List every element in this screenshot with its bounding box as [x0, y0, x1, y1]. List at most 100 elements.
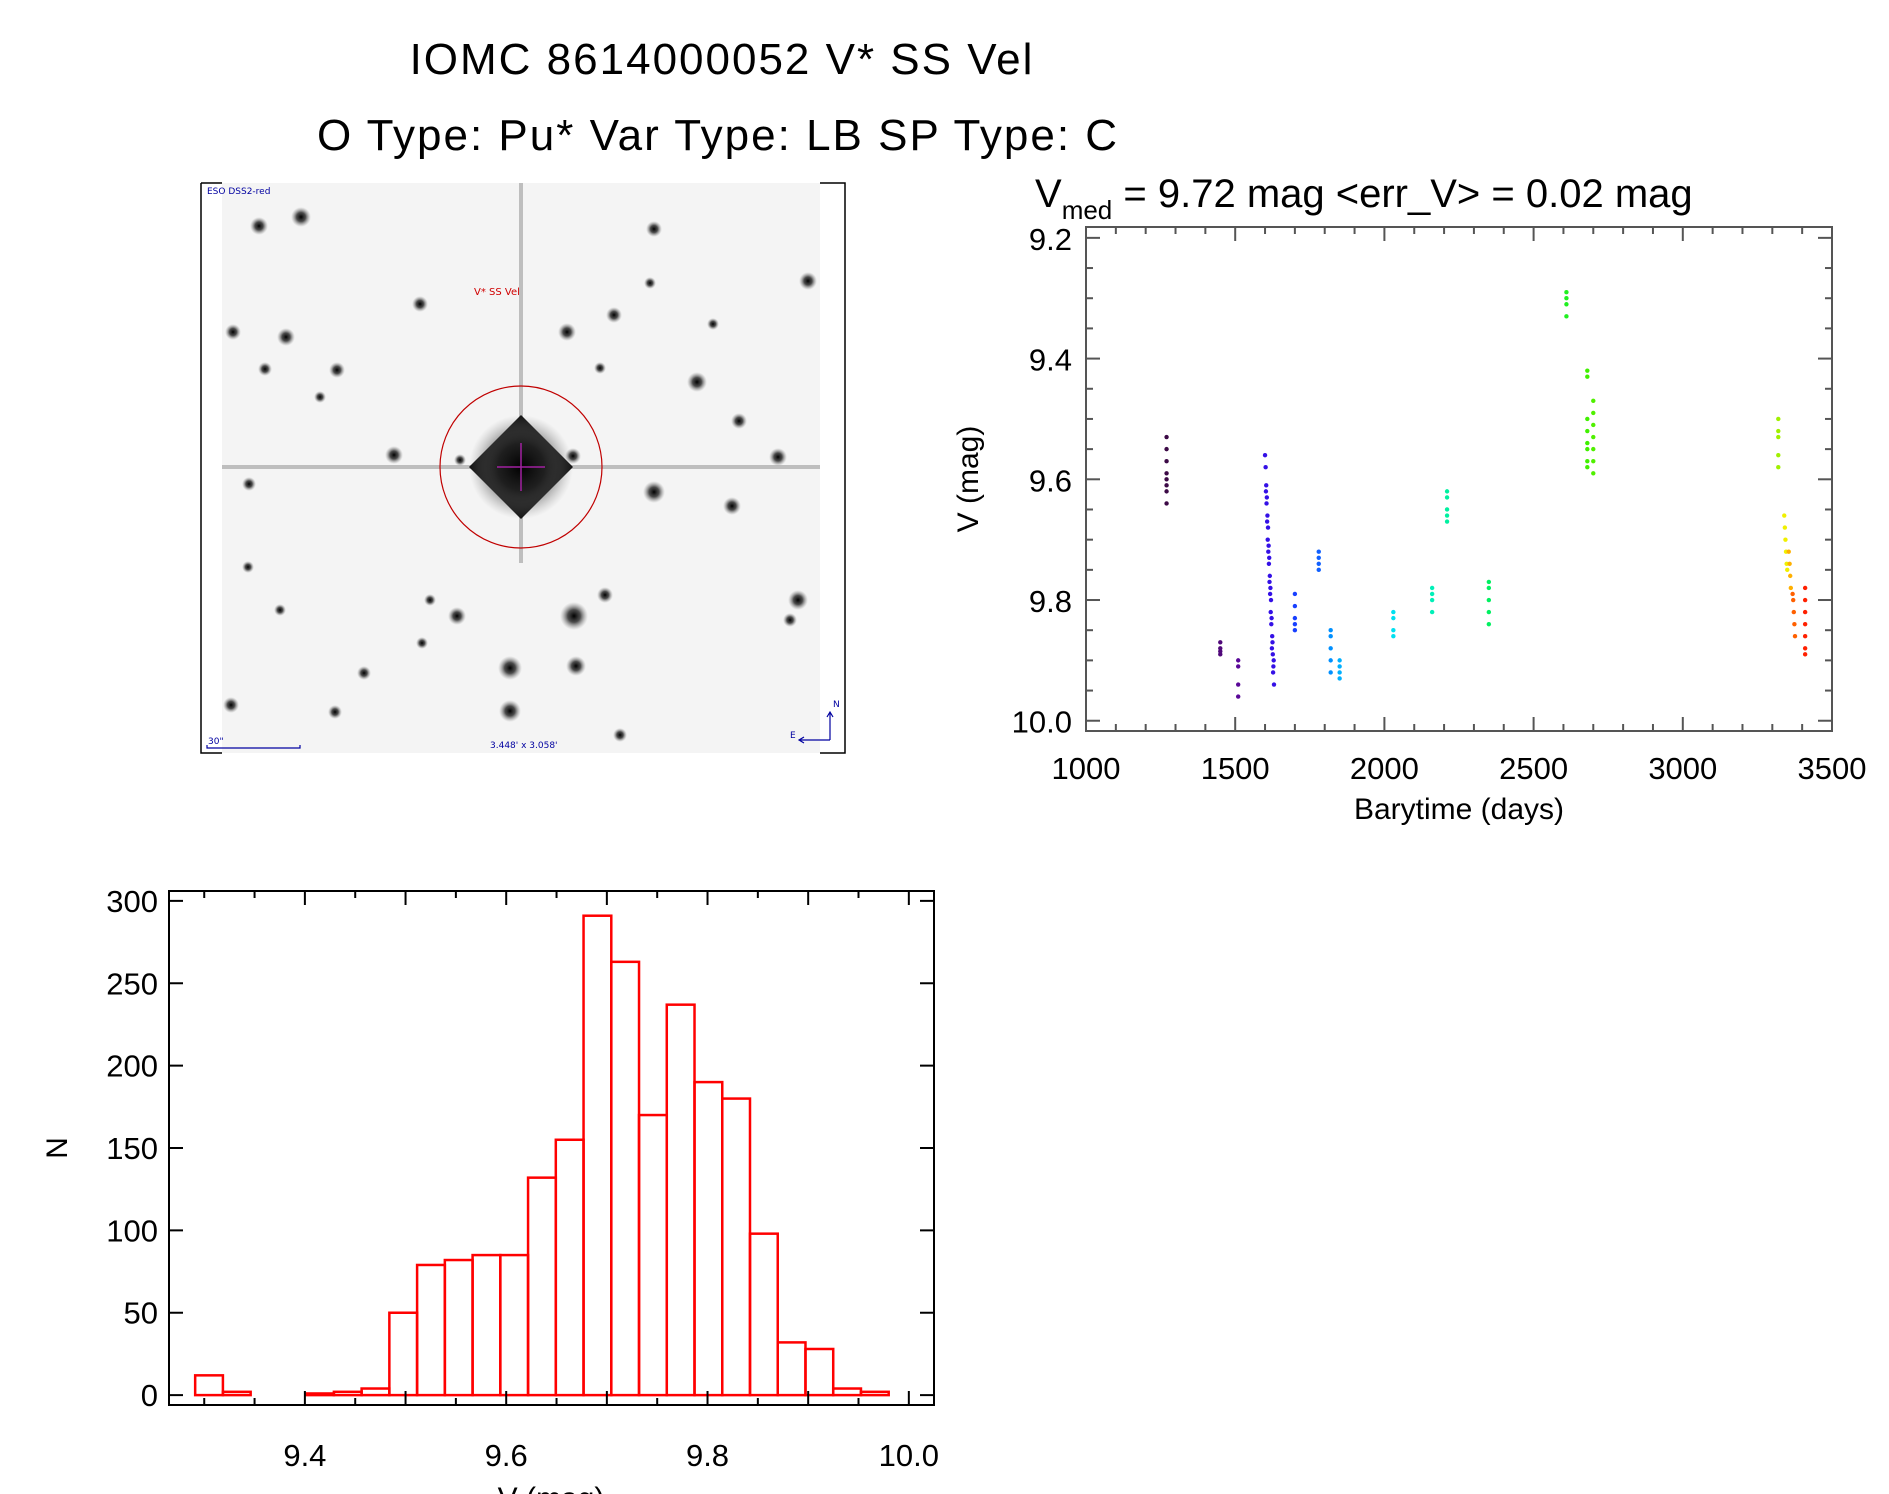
x-tick-label: 10.0 [879, 1438, 939, 1473]
star [416, 637, 428, 649]
data-point [1263, 465, 1268, 470]
histogram-bar [637, 1113, 669, 1397]
data-point [1786, 549, 1791, 554]
data-point [1486, 579, 1492, 585]
histogram-bars [193, 914, 890, 1397]
title-v: V [1035, 172, 1062, 216]
data-point [1585, 416, 1590, 422]
data-point [1218, 649, 1223, 654]
finder-frame [200, 182, 846, 754]
data-point [1585, 458, 1590, 464]
data-point [1337, 658, 1342, 663]
data-point [1337, 664, 1342, 669]
y-tick-label: 250 [106, 966, 158, 1001]
y-tick-label: 9.8 [1029, 584, 1072, 619]
data-point [1564, 289, 1569, 295]
data-point [1316, 567, 1321, 573]
histogram-bar [859, 1390, 890, 1397]
histogram-bar [831, 1387, 863, 1397]
data-point [1164, 458, 1169, 464]
data-point [1429, 591, 1435, 597]
data-point [1391, 609, 1396, 615]
data-point [1235, 694, 1241, 699]
data-point [1585, 428, 1590, 434]
histogram-ylabel: N [41, 1137, 74, 1159]
data-point [1791, 609, 1797, 615]
star [250, 217, 268, 235]
x-tick-label: 9.4 [283, 1438, 326, 1473]
data-point [1792, 621, 1797, 627]
title-line-2: O Type: Pu* Var Type: LB SP Type: C [317, 111, 1119, 160]
star [707, 318, 719, 330]
data-point [1270, 640, 1275, 645]
data-point [1164, 434, 1169, 440]
y-tick-label: 150 [106, 1131, 158, 1166]
data-point [1266, 543, 1271, 548]
x-tick-label: 1000 [1052, 751, 1121, 786]
y-tick-label: 10.0 [1012, 705, 1072, 740]
data-point [1444, 519, 1450, 524]
data-point [1263, 489, 1269, 494]
star [644, 277, 656, 289]
star [357, 666, 371, 680]
star [565, 448, 581, 464]
data-point [1591, 434, 1596, 440]
histogram-bar [610, 960, 641, 1397]
data-point [1264, 519, 1270, 524]
data-point [1585, 465, 1590, 470]
y-tick-label: 9.4 [1029, 343, 1072, 378]
data-point [1564, 314, 1569, 319]
star [606, 307, 622, 323]
histogram-bar [221, 1390, 252, 1397]
target-circle [439, 385, 603, 549]
data-point [1391, 634, 1396, 639]
data-point [1444, 513, 1450, 518]
data-point [1268, 597, 1274, 603]
x-tick-label: 9.6 [485, 1438, 528, 1473]
star [788, 590, 808, 610]
data-point [1265, 525, 1271, 530]
data-point [1271, 682, 1277, 687]
data-point [1787, 561, 1792, 567]
x-tick-label: 3500 [1798, 751, 1867, 786]
data-point [1164, 489, 1169, 494]
data-point [1788, 585, 1794, 591]
data-point [1591, 398, 1596, 404]
star [597, 587, 613, 603]
data-point [1337, 676, 1342, 681]
data-point [1591, 471, 1596, 476]
title-subscript: med [1062, 195, 1113, 225]
star [498, 656, 522, 680]
data-point [1776, 434, 1781, 440]
star [223, 697, 239, 713]
title-rest: = 9.72 mag <err_V> = 0.02 mag [1112, 172, 1692, 216]
data-point [1164, 471, 1169, 476]
star [613, 728, 627, 742]
compass-arrows [797, 710, 834, 744]
data-point [1218, 640, 1223, 645]
star [643, 481, 665, 503]
histogram-bar [499, 1253, 530, 1397]
data-point [1235, 664, 1241, 669]
y-tick-label: 200 [106, 1049, 158, 1084]
data-point [1292, 591, 1298, 597]
star [799, 272, 817, 290]
star [499, 700, 521, 722]
histogram-bar [554, 1138, 585, 1397]
north-label: N [833, 700, 840, 710]
star [412, 296, 428, 312]
star [731, 413, 747, 429]
star [723, 497, 741, 515]
data-point [1264, 495, 1270, 500]
data-point [1585, 374, 1590, 379]
data-point [1235, 658, 1241, 663]
data-point [1267, 579, 1272, 585]
data-point [1270, 670, 1276, 675]
star [329, 362, 345, 378]
histogram-frame [168, 890, 935, 1406]
data-point [1591, 422, 1596, 428]
data-point [1391, 628, 1396, 633]
data-point [1316, 561, 1321, 567]
data-point [1792, 634, 1798, 639]
